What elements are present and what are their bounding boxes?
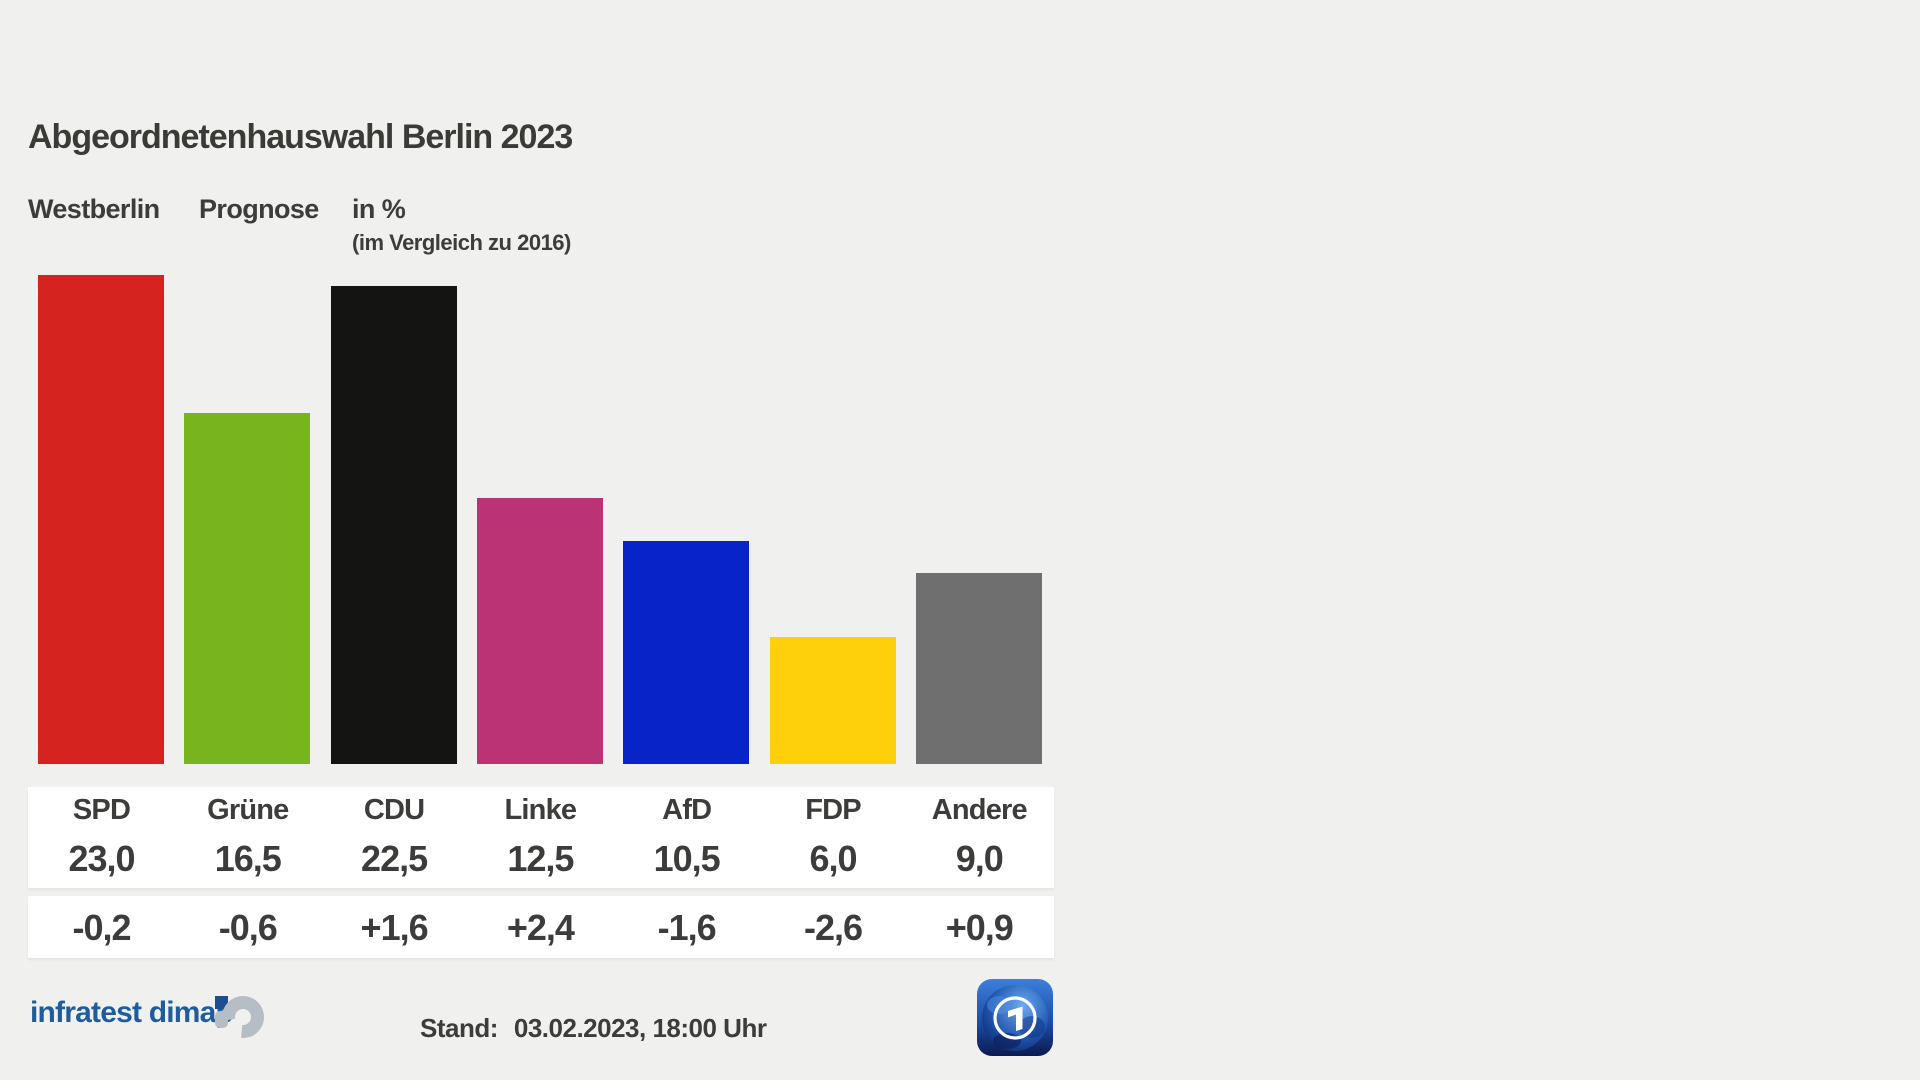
bar-spd	[38, 275, 164, 764]
infratest-dimap-wordmark: infratest dimap	[30, 996, 234, 1029]
party-change-afd: -1,6	[657, 907, 717, 948]
bar-linke	[476, 498, 603, 764]
party-change-cdu: +1,6	[360, 907, 429, 948]
party-change-spd: -0,2	[72, 907, 131, 948]
party-value-cdu: 22,5	[361, 838, 428, 879]
party-value-andere: 9,0	[955, 838, 1004, 879]
infratest-dimap-logo-icon	[215, 996, 264, 1038]
bar-andere	[915, 572, 1042, 764]
party-name-afd: AfD	[662, 794, 712, 826]
party-values-row: 23,0 16,5 22,5 12,5 10,5 6,0 9,0	[28, 787, 1054, 888]
page-title: Abgeordnetenhauswahl Berlin 2023	[28, 118, 573, 156]
bar-grne	[184, 413, 311, 764]
party-value-afd: 10,5	[653, 838, 721, 879]
party-change-grne: -0,6	[218, 907, 278, 948]
party-value-fdp: 6,0	[809, 838, 857, 879]
party-change-andere: +0,9	[945, 907, 1014, 948]
party-name-andere: Andere	[931, 794, 1028, 826]
party-change-linke: +2,4	[506, 907, 575, 948]
party-value-spd: 23,0	[68, 838, 135, 879]
subtitle-comparison: (im Vergleich zu 2016)	[352, 230, 571, 255]
bar-cdu	[330, 285, 457, 764]
party-names-row: SPD Grüne CDU Linke AfD FDP Andere	[28, 787, 1054, 888]
party-name-spd: SPD	[72, 794, 131, 826]
bar-chart	[38, 275, 1042, 764]
party-changes-row: -0,2 -0,6 +1,6 +2,4 -1,6 -2,6 +0,9	[28, 896, 1054, 958]
bar-afd	[623, 540, 750, 764]
party-value-linke: 12,5	[507, 838, 574, 879]
party-change-fdp: -2,6	[803, 907, 863, 948]
bar-fdp	[769, 636, 896, 764]
party-name-grne: Grüne	[207, 794, 289, 826]
subtitle-region: Westberlin	[28, 194, 160, 224]
changes-table: -0,2 -0,6 +1,6 +2,4 -1,6 -2,6 +0,9	[28, 896, 1054, 958]
subtitle-type: Prognose	[199, 194, 319, 224]
results-table: SPD Grüne CDU Linke AfD FDP Andere 23,0 16,5 22,…	[28, 787, 1054, 888]
ard-tagesschau-globe-icon	[977, 979, 1053, 1056]
party-name-linke: Linke	[504, 794, 578, 826]
subtitle-unit: in %	[352, 194, 406, 224]
stand-label: Stand:	[420, 1013, 498, 1043]
stand-value: 03.02.2023, 18:00 Uhr	[513, 1013, 767, 1043]
party-name-fdp: FDP	[805, 794, 861, 826]
party-value-grne: 16,5	[214, 838, 282, 879]
status-timestamp: Stand: 03.02.2023, 18:00 Uhr	[420, 1013, 767, 1044]
party-name-cdu: CDU	[363, 794, 425, 826]
